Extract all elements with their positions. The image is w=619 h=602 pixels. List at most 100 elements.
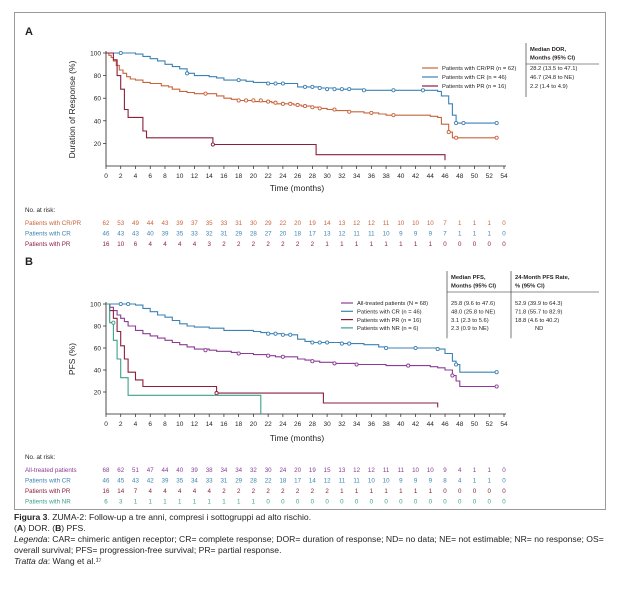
panel-b-table-header: Months (95% CI) [451, 284, 496, 290]
panel-a-y-tick-label: 60 [94, 96, 102, 103]
panel-b-risk-value: 0 [384, 499, 388, 506]
panel-a-censor-mark-1 [302, 84, 308, 89]
panel-a-censor-mark-1 [236, 78, 241, 83]
panel-b-risk-value: 4 [178, 488, 182, 495]
panel-a-censor-mark-0 [243, 98, 249, 103]
panel-b-risk-value: 12 [368, 467, 375, 474]
panel-b-risk-value: 1 [384, 488, 388, 495]
panel-a-censor-mark-0 [332, 107, 337, 112]
panel-a-series-line-0 [106, 52, 497, 139]
panel-b-x-tick-label: 24 [279, 421, 287, 428]
panel-a-risk-value: 1 [473, 220, 477, 227]
panel-a-x-tick-label: 16 [220, 173, 228, 180]
panel-a-x-tick-label: 40 [397, 173, 405, 180]
panel-b-risk-value: 39 [191, 467, 198, 474]
panel-a-risk-value: 2 [281, 241, 285, 248]
panel-a-risk-value: 29 [235, 231, 242, 238]
panel-a-censor-mark-0 [310, 105, 315, 110]
panel-a-series-line-2 [106, 52, 446, 161]
panel-b-y-tick-label: 80 [94, 324, 102, 331]
panel-a-legend-label-0: Patients with CR/PR (n = 62) [442, 66, 516, 72]
panel-b-censor-mark-1 [325, 340, 330, 345]
panel-a-y-tick-label: 40 [94, 118, 102, 125]
panel-a-risk-value: 0 [502, 220, 506, 227]
panel-a-risk-value: 1 [458, 231, 462, 238]
panel-a-censor-mark-1 [454, 121, 459, 126]
panel-b-risk-value: 2 [325, 488, 329, 495]
panel-b-x-tick-label: 20 [250, 421, 258, 428]
panel-b-risk-value: 1 [252, 499, 256, 506]
panel-b-risk-value: 0 [281, 499, 285, 506]
panel-a-risk-value: 62 [103, 220, 110, 227]
panel-b-table-header-2: 24-Month PFS Rate, [515, 275, 570, 281]
panel-b-censor-mark-1 [273, 331, 278, 336]
panel-b-censor-mark-1 [413, 345, 418, 351]
panel-a-x-tick-label: 32 [338, 173, 346, 180]
panel-a-risk-value: 10 [397, 220, 404, 227]
panel-a-risk-value: 30 [250, 220, 257, 227]
panel-a-censor-mark-1 [266, 81, 271, 86]
panel-a-censor-mark-1 [420, 88, 425, 93]
panel-b-x-tick-label: 8 [163, 421, 167, 428]
panel-a-risk-value: 4 [193, 241, 197, 248]
panel-a-censor-mark-1 [118, 50, 123, 56]
panel-b-censor-mark-1 [280, 332, 285, 337]
panel-b-risk-value: 0 [311, 499, 315, 506]
panel-b-risk-value: 0 [502, 467, 506, 474]
panel-a-risk-value: 20 [294, 220, 301, 227]
panel-b-series-line-2 [106, 303, 439, 408]
panel-a-series-line-1 [106, 52, 497, 124]
panel-a-censor-mark-1 [347, 87, 352, 92]
panel-b-risk-value: 22 [265, 478, 272, 485]
panel-b-risk-value: 2 [296, 488, 300, 495]
panel-a-risk-value: 2 [237, 241, 241, 248]
panel-b-risk-value: 4 [458, 467, 462, 474]
panel-a-risk-value: 11 [368, 231, 375, 238]
panel-a-risk-row-label-2: Patients with PR [25, 241, 71, 248]
panel-b-x-tick-label: 14 [206, 421, 214, 428]
panel-b-x-tick-label: 0 [104, 421, 108, 428]
panel-a-letter: A [25, 26, 33, 38]
panel-a-risk-value: 49 [132, 220, 139, 227]
panel-b-risk-value: 1 [163, 499, 167, 506]
panel-b-risk-value: 0 [473, 488, 477, 495]
panel-b-risk-value: 1 [222, 499, 226, 506]
panel-b-risk-value: 0 [296, 499, 300, 506]
panel-a-risk-value: 43 [117, 231, 124, 238]
panel-b-censor-mark-0 [236, 351, 241, 356]
panel-b-risk-value: 1 [488, 467, 492, 474]
panel-b-risk-value: 14 [309, 478, 316, 485]
panel-b-censor-mark-0 [450, 373, 455, 378]
figure-frame: A 20 40 60 80 100 0 2 4 6 8 10 12 14 16 18 20 22 24 26 28 30 3… [14, 12, 606, 510]
panel-b-censor-mark-0 [203, 348, 208, 353]
panel-a-censor-mark-0 [302, 104, 308, 109]
panel-b-risk-value: 39 [162, 478, 169, 485]
panel-a-risk-value: 13 [338, 220, 345, 227]
panel-a-risk-value: 17 [309, 231, 316, 238]
panel-b-x-tick-label: 38 [382, 421, 390, 428]
panel-a-censor-mark-0 [295, 102, 300, 108]
panel-a-risk-value: 22 [279, 220, 286, 227]
panel-b-x-tick-label: 36 [368, 421, 376, 428]
panel-a-censor-mark-1 [461, 121, 466, 126]
panel-a-risk-value: 1 [399, 241, 403, 248]
panel-a-risk-value: 40 [147, 231, 154, 238]
panel-b-risk-value: 19 [309, 467, 316, 474]
panel-a-censor-mark-0 [369, 110, 374, 115]
panel-b-x-tick-label: 10 [176, 421, 184, 428]
panel-b-legend-stat-0: 25.8 (9.6 to 47.6) [451, 301, 495, 307]
panel-a-x-tick-label: 26 [294, 173, 302, 180]
panel-b-legend-label-0: All-treated patients (N = 68) [357, 301, 428, 307]
panel-a-risk-value: 1 [458, 220, 462, 227]
panel-a-risk-value: 46 [103, 231, 110, 238]
panel-a-risk-value: 39 [162, 231, 169, 238]
panel-a-risk-value: 0 [488, 241, 492, 248]
panel-b-risk-value: 1 [237, 499, 241, 506]
panel-b-risk-value: 2 [222, 488, 226, 495]
panel-a-x-axis-label: Time (months) [270, 183, 325, 193]
panel-b-risk-value: 44 [162, 467, 169, 474]
panel-a-risk-value: 1 [488, 231, 492, 238]
panel-a-legend-stat-1: 46.7 (24.8 to NE) [530, 75, 574, 81]
panel-b-legend-label-1: Patients with CR (n = 46) [357, 310, 422, 316]
panel-a-risk-value: 7 [443, 231, 447, 238]
